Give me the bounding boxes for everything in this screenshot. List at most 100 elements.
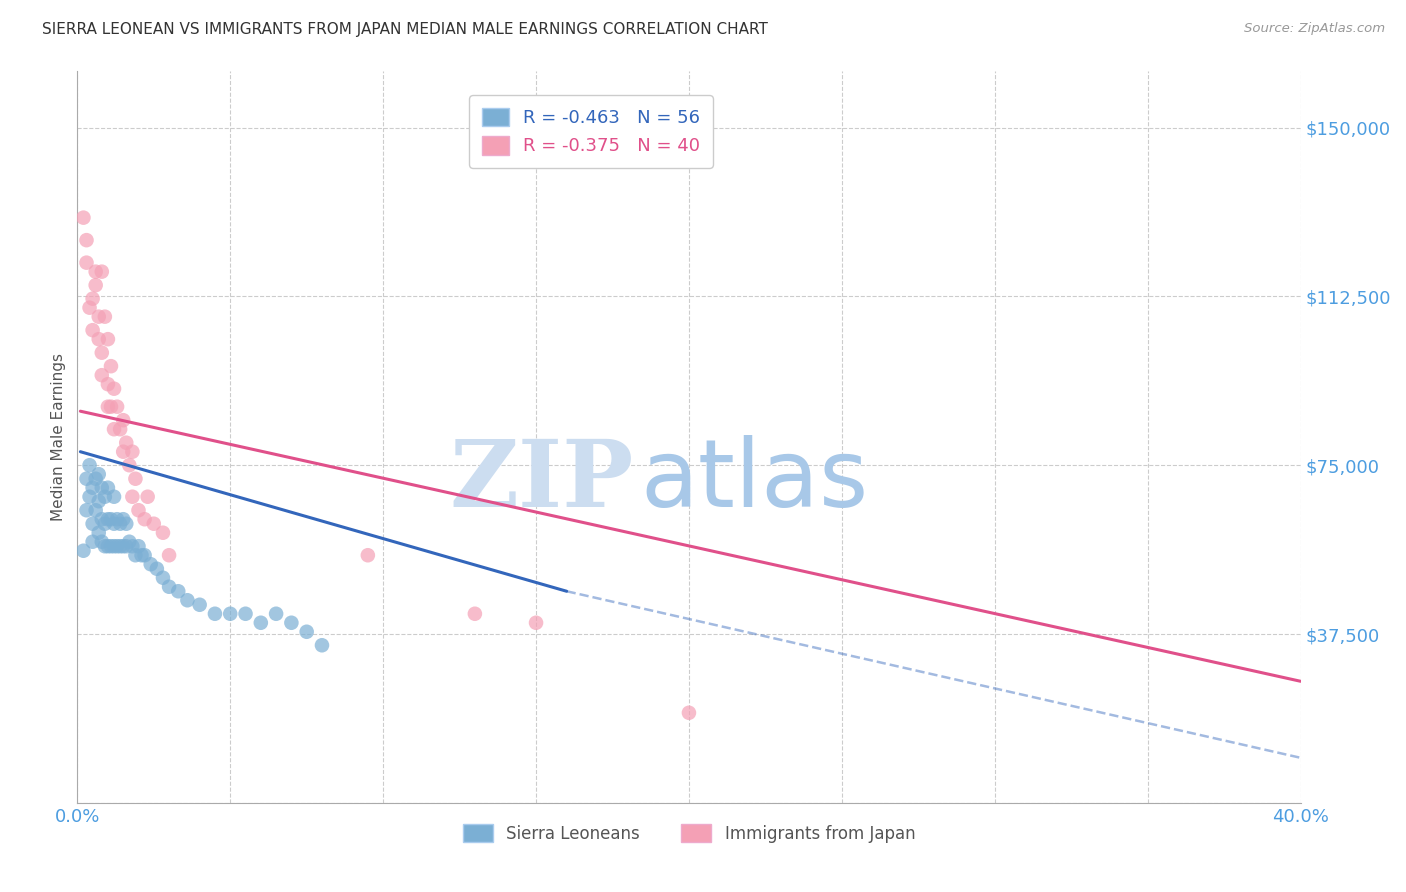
Point (134, 512, 156, 526)
Point (76, 233, 98, 247)
Point (97, 481, 120, 495)
Point (121, 444, 143, 458)
Point (82, 516, 104, 531)
Point (103, 516, 125, 531)
Point (152, 525, 174, 540)
Point (87, 525, 110, 540)
Y-axis label: Median Male Earnings: Median Male Earnings (51, 353, 66, 521)
Point (157, 548, 180, 562)
Text: Source: ZipAtlas.com: Source: ZipAtlas.com (1244, 22, 1385, 36)
Point (90, 265, 112, 279)
Point (97, 539, 120, 553)
Point (87, 332, 110, 346)
Point (82, 534, 104, 549)
Legend: Sierra Leoneans, Immigrants from Japan: Sierra Leoneans, Immigrants from Japan (456, 818, 922, 849)
Point (188, 598, 211, 612)
Point (250, 615, 273, 630)
Point (76, 472, 98, 486)
Point (142, 516, 165, 531)
Point (103, 490, 125, 504)
Point (84, 503, 107, 517)
Point (678, 706, 700, 720)
Point (115, 539, 138, 553)
Point (127, 503, 149, 517)
Point (87, 467, 110, 482)
Point (108, 539, 131, 553)
Point (100, 512, 122, 526)
Point (131, 548, 153, 562)
Point (90, 368, 112, 383)
Point (118, 534, 141, 549)
Point (94, 539, 117, 553)
Point (115, 435, 138, 450)
Point (103, 382, 125, 396)
Point (87, 310, 110, 324)
Point (264, 607, 287, 621)
Point (152, 571, 174, 585)
Point (112, 539, 135, 553)
Point (84, 472, 107, 486)
Point (115, 516, 138, 531)
Point (97, 377, 120, 392)
Point (72, 543, 94, 558)
Point (134, 548, 156, 562)
Point (90, 512, 112, 526)
Point (90, 534, 112, 549)
Point (108, 422, 131, 436)
Point (97, 400, 120, 414)
Point (94, 310, 117, 324)
Point (103, 539, 125, 553)
Point (112, 444, 135, 458)
Point (94, 490, 117, 504)
Point (84, 278, 107, 293)
Point (97, 332, 120, 346)
Point (124, 548, 146, 562)
Point (79, 458, 101, 473)
Point (167, 584, 190, 599)
Point (90, 345, 112, 359)
Point (84, 265, 107, 279)
Point (100, 539, 122, 553)
Point (235, 607, 257, 621)
Point (97, 512, 120, 526)
Point (121, 490, 143, 504)
Point (136, 490, 159, 504)
Point (76, 503, 98, 517)
Point (87, 494, 110, 508)
Text: atlas: atlas (640, 435, 869, 527)
Point (79, 301, 101, 315)
Point (124, 472, 146, 486)
Point (524, 615, 547, 630)
Point (82, 481, 104, 495)
Point (112, 512, 135, 526)
Point (79, 490, 101, 504)
Point (157, 580, 180, 594)
Point (72, 211, 94, 225)
Point (108, 516, 131, 531)
Point (280, 615, 302, 630)
Point (105, 539, 128, 553)
Point (76, 255, 98, 269)
Point (118, 458, 141, 473)
Text: ZIP: ZIP (450, 436, 634, 526)
Point (82, 323, 104, 337)
Point (464, 607, 486, 621)
Point (90, 481, 112, 495)
Point (105, 400, 128, 414)
Point (127, 539, 149, 553)
Point (112, 413, 135, 427)
Point (82, 292, 104, 306)
Point (100, 400, 122, 414)
Point (176, 593, 198, 607)
Point (146, 562, 169, 576)
Point (357, 548, 380, 562)
Point (139, 558, 162, 572)
Point (219, 607, 242, 621)
Point (100, 359, 122, 374)
Point (105, 512, 128, 526)
Point (94, 516, 117, 531)
Text: SIERRA LEONEAN VS IMMIGRANTS FROM JAPAN MEDIAN MALE EARNINGS CORRELATION CHART: SIERRA LEONEAN VS IMMIGRANTS FROM JAPAN … (42, 22, 768, 37)
Point (121, 539, 143, 553)
Point (103, 422, 125, 436)
Point (204, 607, 226, 621)
